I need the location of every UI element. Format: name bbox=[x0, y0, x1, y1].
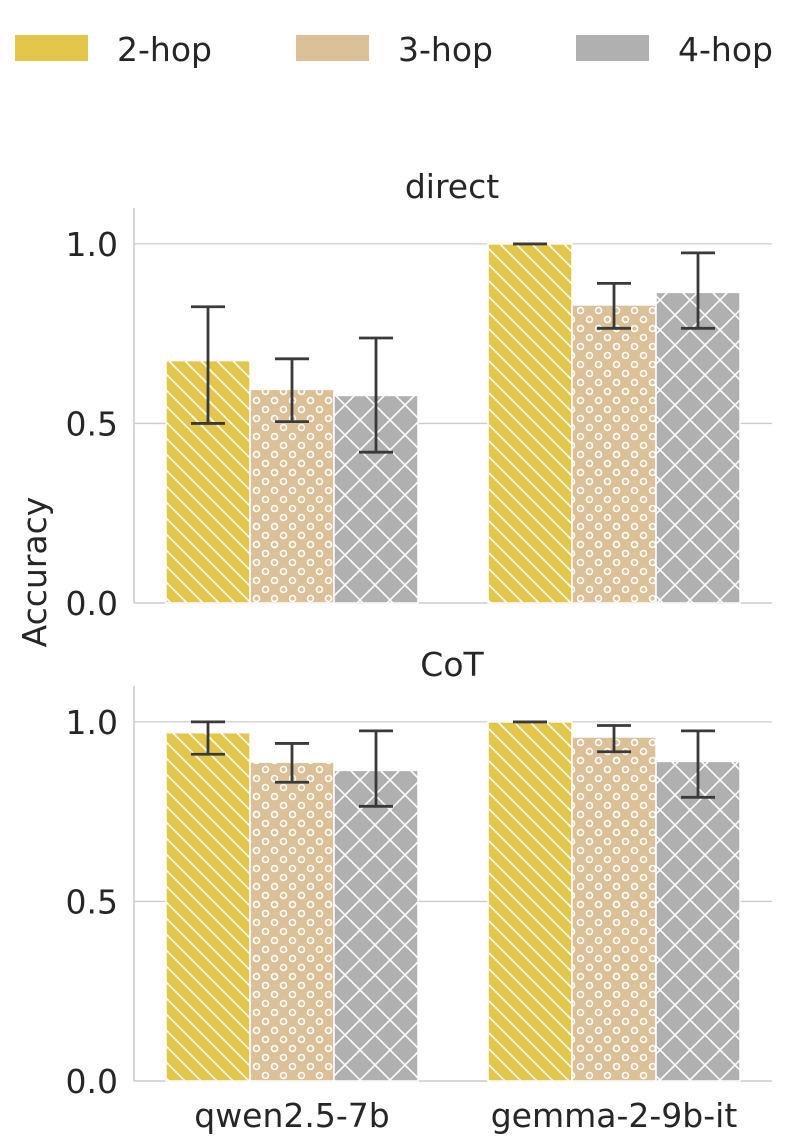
y-tick-label-cot-1: 0.5 bbox=[66, 882, 118, 921]
error-bar-cot-4-hop-gemma-2-9b-it bbox=[681, 729, 715, 799]
error-bar-direct-2-hop-qwen2.5-7b bbox=[191, 305, 225, 425]
panel-cot: CoT 0.0 0.5 1.0 qwen2.5-7b gemma-2-9b-it bbox=[66, 645, 772, 1135]
x-tick-label-1: gemma-2-9b-it bbox=[491, 1096, 738, 1135]
bar-cot-2-hop-gemma-2-9b-it bbox=[487, 721, 573, 1082]
bar-direct-3-hop-qwen2.5-7b bbox=[249, 388, 335, 604]
bar-cot-4-hop-qwen2.5-7b bbox=[333, 769, 419, 1082]
panel-direct: direct 0.0 0.5 1.0 bbox=[66, 167, 772, 623]
bar-direct-2-hop-gemma-2-9b-it bbox=[487, 243, 573, 604]
bar-direct-3-hop-gemma-2-9b-it bbox=[571, 304, 657, 604]
y-tick-label-cot-2: 1.0 bbox=[66, 703, 118, 742]
bar-cot-3-hop-qwen2.5-7b bbox=[249, 761, 335, 1082]
legend-item-3-hop: 3-hop bbox=[296, 30, 493, 69]
error-bar-direct-4-hop-gemma-2-9b-it bbox=[681, 251, 715, 330]
legend-item-4-hop: 4-hop bbox=[576, 30, 773, 69]
error-bar-cot-3-hop-qwen2.5-7b bbox=[275, 742, 309, 784]
legend-item-2-hop: 2-hop bbox=[15, 30, 212, 69]
bar-cot-2-hop-qwen2.5-7b bbox=[165, 731, 251, 1082]
legend-label-2-hop: 2-hop bbox=[117, 30, 212, 69]
error-bar-direct-3-hop-qwen2.5-7b bbox=[275, 357, 309, 424]
panel-title-direct: direct bbox=[405, 167, 499, 206]
legend-swatch-3-hop bbox=[296, 35, 369, 61]
bar-cot-3-hop-gemma-2-9b-it bbox=[571, 736, 657, 1082]
legend-swatch-2-hop bbox=[15, 35, 88, 61]
legend-label-4-hop: 4-hop bbox=[678, 30, 773, 69]
error-bar-cot-4-hop-qwen2.5-7b bbox=[359, 729, 393, 808]
error-bar-direct-3-hop-gemma-2-9b-it bbox=[597, 282, 631, 330]
error-bar-cot-3-hop-gemma-2-9b-it bbox=[597, 724, 631, 754]
panel-title-cot: CoT bbox=[420, 645, 484, 684]
legend-label-3-hop: 3-hop bbox=[398, 30, 493, 69]
y-tick-label-cot-0: 0.0 bbox=[66, 1062, 118, 1101]
y-tick-label-direct-0: 0.0 bbox=[66, 584, 118, 623]
bar-direct-4-hop-gemma-2-9b-it bbox=[655, 291, 741, 604]
legend-swatch-4-hop bbox=[576, 35, 649, 61]
bar-cot-4-hop-gemma-2-9b-it bbox=[655, 760, 741, 1082]
error-bar-cot-2-hop-qwen2.5-7b bbox=[191, 720, 225, 756]
y-tick-label-direct-1: 0.5 bbox=[66, 404, 118, 443]
error-bar-direct-4-hop-qwen2.5-7b bbox=[359, 336, 393, 454]
y-tick-label-direct-2: 1.0 bbox=[66, 225, 118, 264]
y-axis-label: Accuracy bbox=[15, 497, 54, 648]
legend: 2-hop 3-hop 4-hop bbox=[15, 30, 773, 69]
x-tick-label-0: qwen2.5-7b bbox=[194, 1096, 390, 1135]
